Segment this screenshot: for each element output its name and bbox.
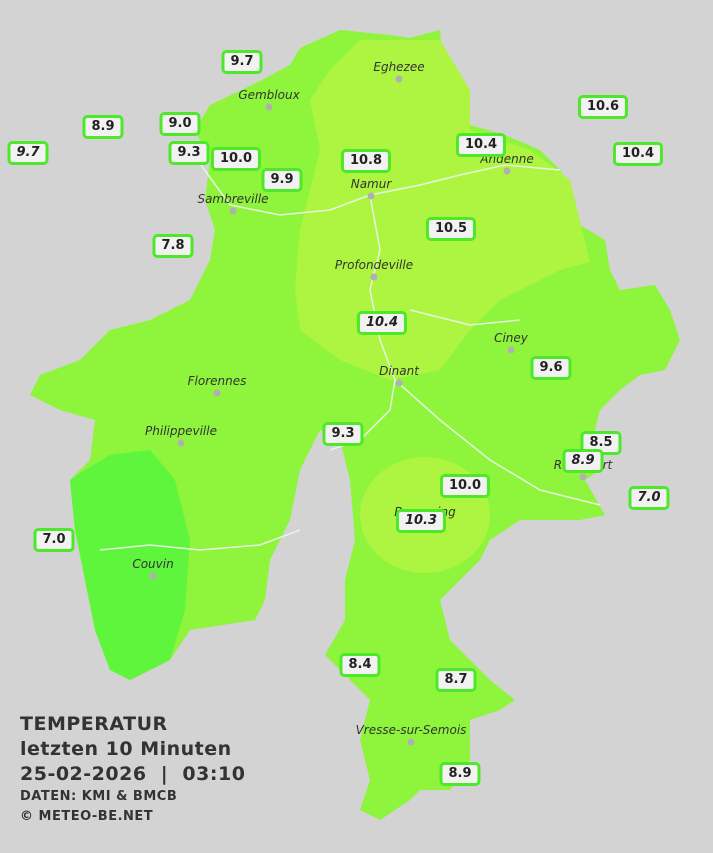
city-label: Philippeville <box>145 424 217 438</box>
station-label: 10.8 <box>340 149 392 173</box>
city-dot <box>503 167 511 175</box>
legend-period: letzten 10 Minuten <box>20 738 232 760</box>
station-label: 10.4 <box>455 133 507 157</box>
city-label: Gembloux <box>238 88 300 102</box>
city-dot <box>229 207 237 215</box>
legend-source: DATEN: KMI & BMCB <box>20 789 178 804</box>
station-label: 8.4 <box>339 653 381 677</box>
station-label: 9.0 <box>159 112 201 136</box>
station-label: 9.3 <box>322 422 364 446</box>
warm-zone <box>295 40 590 380</box>
station-label: 7.0 <box>33 528 75 552</box>
station-label: 9.7 <box>7 141 49 165</box>
city-label: Sambreville <box>197 192 269 206</box>
station-label: 9.9 <box>261 168 303 192</box>
station-label: 10.5 <box>425 217 477 241</box>
station-label: 10.4 <box>356 311 408 335</box>
city-label: Couvin <box>132 557 174 571</box>
station-label: 9.6 <box>530 356 572 380</box>
city-dot <box>395 379 403 387</box>
station-label: 10.6 <box>577 95 629 119</box>
station-label: 7.0 <box>628 486 670 510</box>
station-label: 10.3 <box>395 509 447 533</box>
legend-title: TEMPERATUR <box>20 713 168 735</box>
city-label: Dinant <box>379 364 419 378</box>
station-label: 7.8 <box>152 234 194 258</box>
city-label: Profondeville <box>334 258 414 272</box>
city-dot <box>395 75 403 83</box>
city-label: Vresse-sur-Semois <box>355 723 467 737</box>
station-label: 10.4 <box>612 142 664 166</box>
city-dot <box>265 103 273 111</box>
legend-timestamp: 25-02-2026 | 03:10 <box>20 763 246 785</box>
station-label: 10.0 <box>210 147 262 171</box>
station-label: 10.0 <box>439 474 491 498</box>
station-label: 9.7 <box>221 50 263 74</box>
city-label: Florennes <box>187 374 247 388</box>
city-dot <box>367 192 375 200</box>
city-dot <box>177 439 185 447</box>
city-dot <box>407 738 415 746</box>
city-dot <box>579 473 587 481</box>
station-label: 8.9 <box>82 115 124 139</box>
city-label: Eghezee <box>373 60 425 74</box>
city-label: Namur <box>350 177 392 191</box>
cool-zone <box>70 450 190 680</box>
station-label: 8.7 <box>435 668 477 692</box>
station-label: 8.9 <box>562 449 604 473</box>
station-label: 9.3 <box>168 141 210 165</box>
city-dot <box>370 273 378 281</box>
legend-copyright: © METEO-BE.NET <box>20 809 154 824</box>
city-dot <box>213 389 221 397</box>
legend: TEMPERATUR letzten 10 Minuten 25-02-2026 |… <box>20 712 245 827</box>
station-label: 8.9 <box>439 762 481 786</box>
city-label: Ciney <box>494 331 528 345</box>
city-dot <box>507 346 515 354</box>
city-dot <box>149 572 157 580</box>
